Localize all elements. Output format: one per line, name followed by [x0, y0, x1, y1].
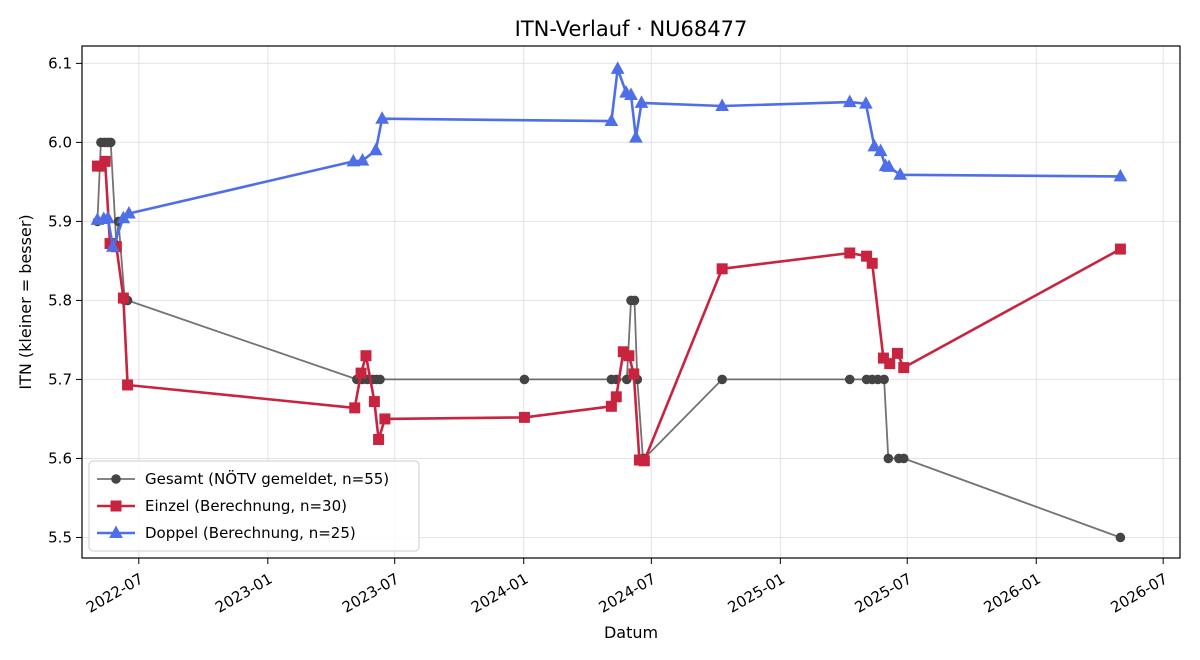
- x-tick-label: 2025-01: [725, 570, 788, 617]
- data-point: [859, 96, 873, 109]
- data-point: [122, 379, 134, 391]
- data-point: [1114, 243, 1126, 255]
- data-point: [717, 374, 727, 385]
- y-tick-label: 6.0: [48, 133, 72, 151]
- legend-label: Einzel (Berechnung, n=30): [145, 497, 347, 515]
- y-tick-label: 5.8: [48, 291, 72, 309]
- data-point: [882, 159, 896, 172]
- y-tick-label: 6.1: [48, 54, 72, 72]
- series-einzel: [91, 155, 1126, 467]
- legend-item: Gesamt (NÖTV gemeldet, n=55): [97, 469, 389, 488]
- data-point: [842, 94, 857, 108]
- data-point: [605, 400, 617, 412]
- x-tick-label: 2026-01: [981, 570, 1044, 617]
- data-point: [884, 358, 896, 370]
- data-point: [101, 210, 115, 224]
- data-point: [355, 153, 370, 166]
- legend-item: Doppel (Berechnung, n=25): [97, 524, 356, 542]
- data-point: [379, 413, 391, 425]
- legend-item: Einzel (Berechnung, n=30): [97, 497, 347, 515]
- data-point: [519, 374, 530, 385]
- data-point: [877, 352, 889, 364]
- series-doppel: [90, 61, 1128, 252]
- data-point: [628, 368, 640, 380]
- legend: Gesamt (NÖTV gemeldet, n=55) Einzel (Bere…: [88, 460, 420, 552]
- y-tick-label: 5.9: [48, 212, 72, 230]
- data-point: [604, 113, 619, 127]
- data-point: [844, 374, 855, 385]
- series-layer: [90, 61, 1128, 543]
- x-tick-label: 2026-07: [1108, 570, 1171, 617]
- data-point: [623, 350, 635, 362]
- data-point: [610, 61, 625, 74]
- data-point: [360, 350, 372, 362]
- plot-frame: [81, 45, 1181, 559]
- data-point: [891, 347, 903, 359]
- x-tick-label: 2024-01: [468, 570, 531, 617]
- data-point: [715, 98, 729, 112]
- data-point: [873, 143, 888, 157]
- x-tick-label: 2024-07: [596, 570, 659, 617]
- data-point: [99, 155, 111, 167]
- data-point: [629, 295, 640, 306]
- data-point: [346, 153, 361, 167]
- data-point: [629, 130, 643, 143]
- data-point: [105, 137, 116, 148]
- data-point: [861, 250, 873, 262]
- data-point: [117, 292, 129, 304]
- data-point: [879, 374, 889, 385]
- series-line: [97, 67, 1121, 248]
- data-point: [375, 111, 389, 124]
- y-axis-label: ITN (kleiner = besser): [16, 214, 35, 389]
- x-tick-label: 2022-07: [83, 570, 146, 617]
- legend-marker: [109, 525, 123, 538]
- legend-label: Doppel (Berechnung, n=25): [145, 524, 356, 542]
- data-point: [368, 142, 383, 156]
- data-point: [355, 367, 367, 379]
- x-axis-label: Datum: [604, 623, 658, 642]
- data-point: [634, 95, 649, 108]
- legend-label: Gesamt (NÖTV gemeldet, n=55): [145, 469, 389, 488]
- chart-title: ITN-Verlauf · NU68477: [515, 17, 748, 41]
- data-point: [893, 167, 908, 180]
- data-point: [349, 402, 361, 414]
- data-point: [866, 257, 878, 269]
- y-tick-label: 5.6: [48, 449, 72, 467]
- data-point: [1115, 532, 1126, 543]
- data-point: [610, 391, 622, 403]
- x-tick-label: 2023-01: [212, 570, 275, 617]
- legend-box: [88, 460, 420, 552]
- x-tick-label: 2023-07: [339, 570, 402, 617]
- data-point: [106, 239, 120, 252]
- legend-marker: [110, 500, 122, 512]
- data-point: [368, 396, 380, 408]
- data-point: [716, 263, 728, 275]
- data-point: [844, 247, 856, 259]
- data-point: [1113, 168, 1128, 182]
- legend-marker: [111, 474, 121, 484]
- y-tick-label: 5.5: [48, 528, 72, 546]
- y-tick-label: 5.7: [48, 370, 72, 388]
- data-point: [898, 362, 910, 374]
- x-tick-label: 2025-07: [852, 570, 915, 617]
- data-point: [373, 433, 385, 445]
- data-point: [375, 374, 385, 385]
- data-point: [898, 453, 909, 464]
- data-point: [638, 455, 650, 467]
- series-line: [97, 160, 1122, 463]
- data-point: [518, 411, 530, 423]
- data-point: [122, 205, 136, 219]
- data-point: [867, 138, 882, 152]
- data-point: [624, 87, 638, 100]
- data-point: [883, 453, 894, 464]
